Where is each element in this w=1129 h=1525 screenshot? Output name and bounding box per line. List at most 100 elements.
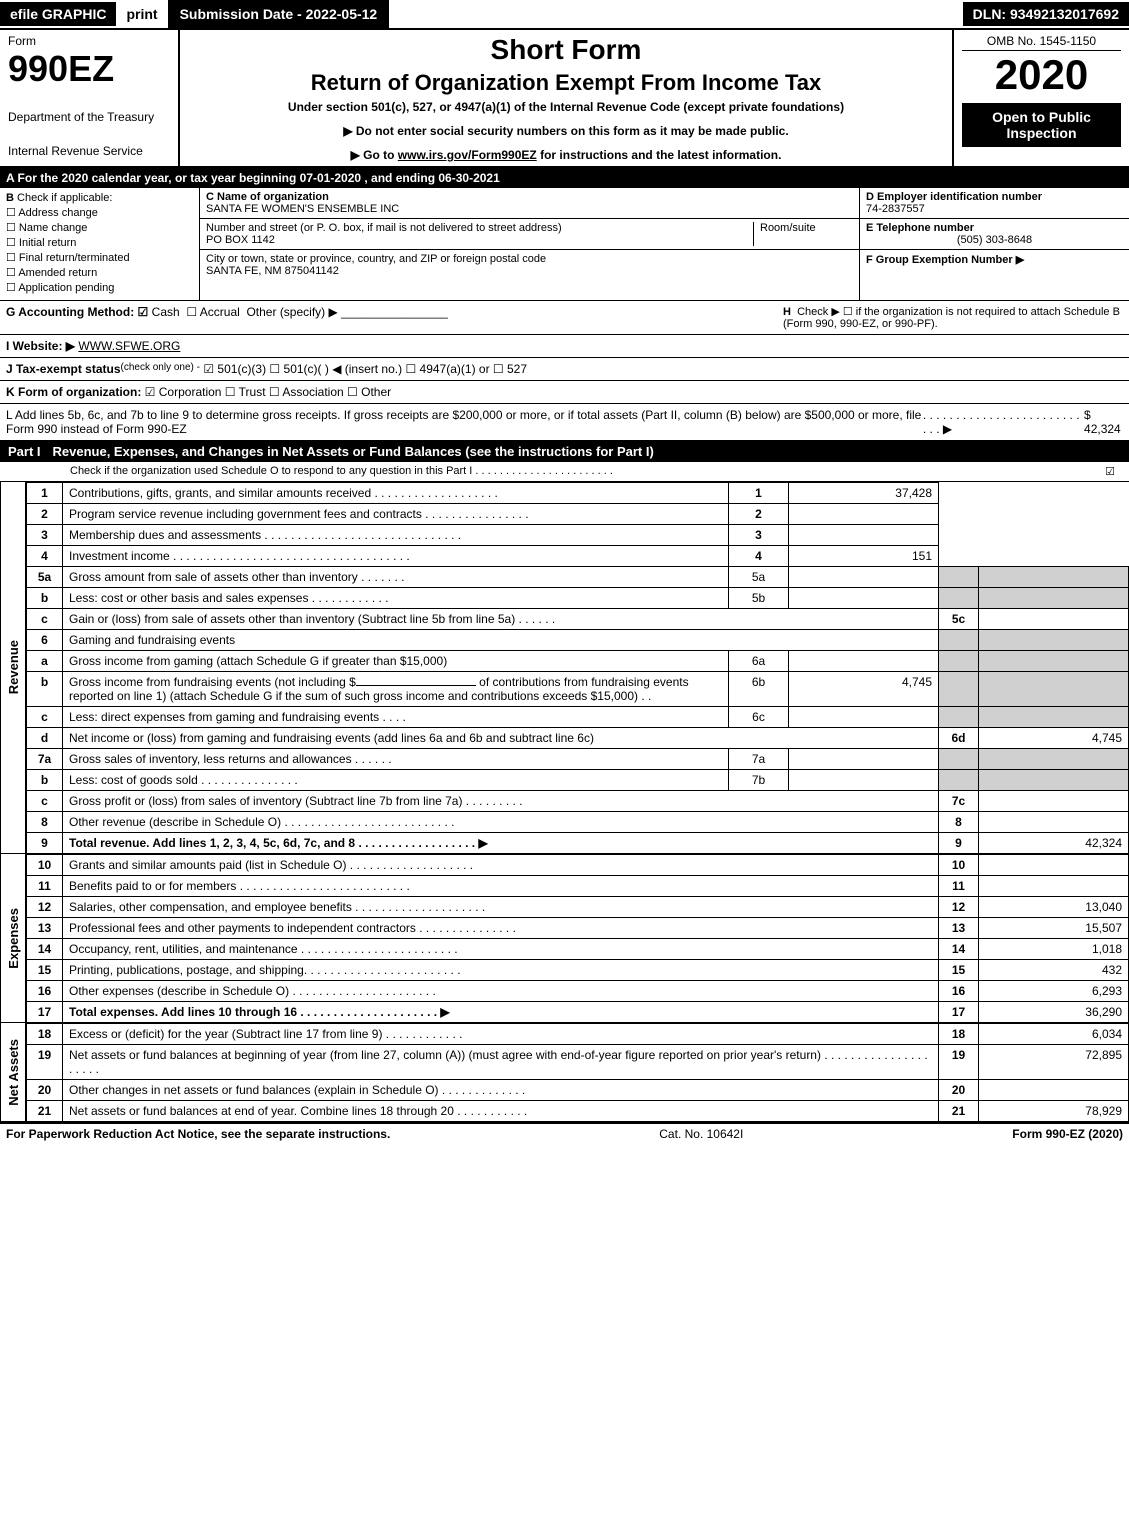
room-label: Room/suite <box>760 222 816 234</box>
line-11: 11Benefits paid to or for members . . . … <box>27 876 1129 897</box>
under-section: Under section 501(c), 527, or 4947(a)(1)… <box>188 100 944 114</box>
form-label: Form <box>8 34 170 48</box>
d-label: D Employer identification number <box>866 191 1042 203</box>
page-footer: For Paperwork Reduction Act Notice, see … <box>0 1122 1129 1144</box>
tax-exempt-row: J Tax-exempt status (check only one) - ☑… <box>0 358 1129 381</box>
k-label: K Form of organization: <box>6 385 141 399</box>
website-row: I Website: ▶ WWW.SFWE.ORG <box>0 335 1129 358</box>
city: SANTA FE, NM 875041142 <box>206 265 339 277</box>
header-center: Short Form Return of Organization Exempt… <box>180 30 954 166</box>
h-text: Check ▶ ☐ if the organization is not req… <box>783 306 1120 330</box>
line-5c: cGain or (loss) from sale of assets othe… <box>27 609 1129 630</box>
city-label: City or town, state or province, country… <box>206 253 546 265</box>
form-org-row: K Form of organization: ☑ Corporation ☐ … <box>0 381 1129 404</box>
b-label: B <box>6 192 14 204</box>
inspection-notice: Open to Public Inspection <box>962 103 1121 147</box>
l-dots: . . . . . . . . . . . . . . . . . . . . … <box>923 408 1081 436</box>
line-9: 9Total revenue. Add lines 1, 2, 3, 4, 5c… <box>27 833 1129 854</box>
form-header: Form 990EZ Department of the Treasury In… <box>0 30 1129 168</box>
f-label: F Group Exemption Number ▶ <box>866 254 1024 266</box>
gross-receipts-row: L Add lines 5b, 6c, and 7b to line 9 to … <box>0 404 1129 441</box>
j-opts: ☑ 501(c)(3) ☐ 501(c)( ) ◀ (insert no.) ☐… <box>203 362 527 376</box>
part1-note: Check if the organization used Schedule … <box>0 462 1129 482</box>
line-6d: dNet income or (loss) from gaming and fu… <box>27 728 1129 749</box>
line-7c: cGross profit or (loss) from sales of in… <box>27 791 1129 812</box>
dept-irs: Internal Revenue Service <box>8 144 170 158</box>
group-exemption-row: F Group Exemption Number ▶ <box>860 250 1129 269</box>
entity-checkboxes: B Check if applicable: ☐ Address change … <box>0 188 200 300</box>
entity-right: D Employer identification number 74-2837… <box>859 188 1129 300</box>
line-2: 2Program service revenue including gover… <box>27 504 1129 525</box>
line-12: 12Salaries, other compensation, and empl… <box>27 897 1129 918</box>
check-final-return[interactable]: ☐ Final return/terminated <box>6 251 193 264</box>
line-19: 19Net assets or fund balances at beginni… <box>27 1045 1129 1080</box>
netassets-section: Net Assets 18Excess or (deficit) for the… <box>0 1023 1129 1122</box>
phone-row: E Telephone number (505) 303-8648 <box>860 219 1129 250</box>
j-note: (check only one) - <box>121 362 200 376</box>
check-initial-return[interactable]: ☐ Initial return <box>6 236 193 249</box>
top-bar: efile GRAPHIC print Submission Date - 20… <box>0 0 1129 30</box>
c-label: C Name of organization <box>206 191 329 203</box>
check-amended-return[interactable]: ☐ Amended return <box>6 266 193 279</box>
line-13: 13Professional fees and other payments t… <box>27 918 1129 939</box>
print-button[interactable]: print <box>116 2 167 26</box>
line-16: 16Other expenses (describe in Schedule O… <box>27 981 1129 1002</box>
expenses-table: 10Grants and similar amounts paid (list … <box>26 854 1129 1023</box>
ein: 74-2837557 <box>866 203 925 215</box>
part1-note-text: Check if the organization used Schedule … <box>70 465 613 478</box>
line-20: 20Other changes in net assets or fund ba… <box>27 1080 1129 1101</box>
accounting-method-row: G Accounting Method: ☑ Cash ☐ Accrual Ot… <box>0 301 1129 335</box>
org-name: SANTA FE WOMEN'S ENSEMBLE INC <box>206 203 399 215</box>
line-8: 8Other revenue (describe in Schedule O) … <box>27 812 1129 833</box>
part1-title: Revenue, Expenses, and Changes in Net As… <box>53 444 654 459</box>
return-title: Return of Organization Exempt From Incom… <box>188 70 944 96</box>
header-left: Form 990EZ Department of the Treasury In… <box>0 30 180 166</box>
e-label: E Telephone number <box>866 222 974 234</box>
line-6b: bGross income from fundraising events (n… <box>27 672 1129 707</box>
omb-number: OMB No. 1545-1150 <box>962 34 1121 51</box>
line-17: 17Total expenses. Add lines 10 through 1… <box>27 1002 1129 1023</box>
check-if-label: Check if applicable: <box>17 192 112 204</box>
cash-check[interactable]: ☑ <box>138 305 149 319</box>
line-18: 18Excess or (deficit) for the year (Subt… <box>27 1024 1129 1045</box>
irs-link[interactable]: www.irs.gov/Form990EZ <box>398 148 537 162</box>
line-15: 15Printing, publications, postage, and s… <box>27 960 1129 981</box>
form-number: 990EZ <box>8 48 170 90</box>
k-opts: ☑ Corporation ☐ Trust ☐ Association ☐ Ot… <box>145 385 391 399</box>
paperwork-notice: For Paperwork Reduction Act Notice, see … <box>6 1127 390 1141</box>
address-row: Number and street (or P. O. box, if mail… <box>200 219 859 250</box>
check-address-change[interactable]: ☐ Address change <box>6 206 193 219</box>
efile-label: efile GRAPHIC <box>0 2 116 26</box>
g-label: G Accounting Method: <box>6 305 134 319</box>
line-10: 10Grants and similar amounts paid (list … <box>27 855 1129 876</box>
ein-row: D Employer identification number 74-2837… <box>860 188 1129 219</box>
short-form-title: Short Form <box>188 34 944 66</box>
catalog-number: Cat. No. 10642I <box>390 1127 1012 1141</box>
j-label: J Tax-exempt status <box>6 362 121 376</box>
part1-header: Part I Revenue, Expenses, and Changes in… <box>0 441 1129 462</box>
ssn-warning: ▶ Do not enter social security numbers o… <box>188 124 944 138</box>
h-section: H Check ▶ ☐ if the organization is not r… <box>783 305 1123 330</box>
line-21: 21Net assets or fund balances at end of … <box>27 1101 1129 1122</box>
line-7b: bLess: cost of goods sold . . . . . . . … <box>27 770 1129 791</box>
line-7a: 7aGross sales of inventory, less returns… <box>27 749 1129 770</box>
line-14: 14Occupancy, rent, utilities, and mainte… <box>27 939 1129 960</box>
dln-label: DLN: 93492132017692 <box>963 2 1129 26</box>
line-1: 1Contributions, gifts, grants, and simil… <box>27 483 1129 504</box>
i-label: I Website: ▶ <box>6 339 75 353</box>
line-4: 4Investment income . . . . . . . . . . .… <box>27 546 1129 567</box>
revenue-section: Revenue 1Contributions, gifts, grants, a… <box>0 482 1129 854</box>
check-name-change[interactable]: ☐ Name change <box>6 221 193 234</box>
phone: (505) 303-8648 <box>866 234 1123 246</box>
part1-checkbox[interactable]: ☑ <box>1105 465 1115 478</box>
revenue-table: 1Contributions, gifts, grants, and simil… <box>26 482 1129 854</box>
goto-suffix: for instructions and the latest informat… <box>537 148 782 162</box>
line-3: 3Membership dues and assessments . . . .… <box>27 525 1129 546</box>
l-amount: $ 42,324 <box>1084 408 1123 436</box>
check-application-pending[interactable]: ☐ Application pending <box>6 281 193 294</box>
entity-center: C Name of organization SANTA FE WOMEN'S … <box>200 188 859 300</box>
line-6: 6Gaming and fundraising events <box>27 630 1129 651</box>
website-value[interactable]: WWW.SFWE.ORG <box>78 339 180 353</box>
entity-box: B Check if applicable: ☐ Address change … <box>0 188 1129 301</box>
addr-label: Number and street (or P. O. box, if mail… <box>206 222 562 234</box>
